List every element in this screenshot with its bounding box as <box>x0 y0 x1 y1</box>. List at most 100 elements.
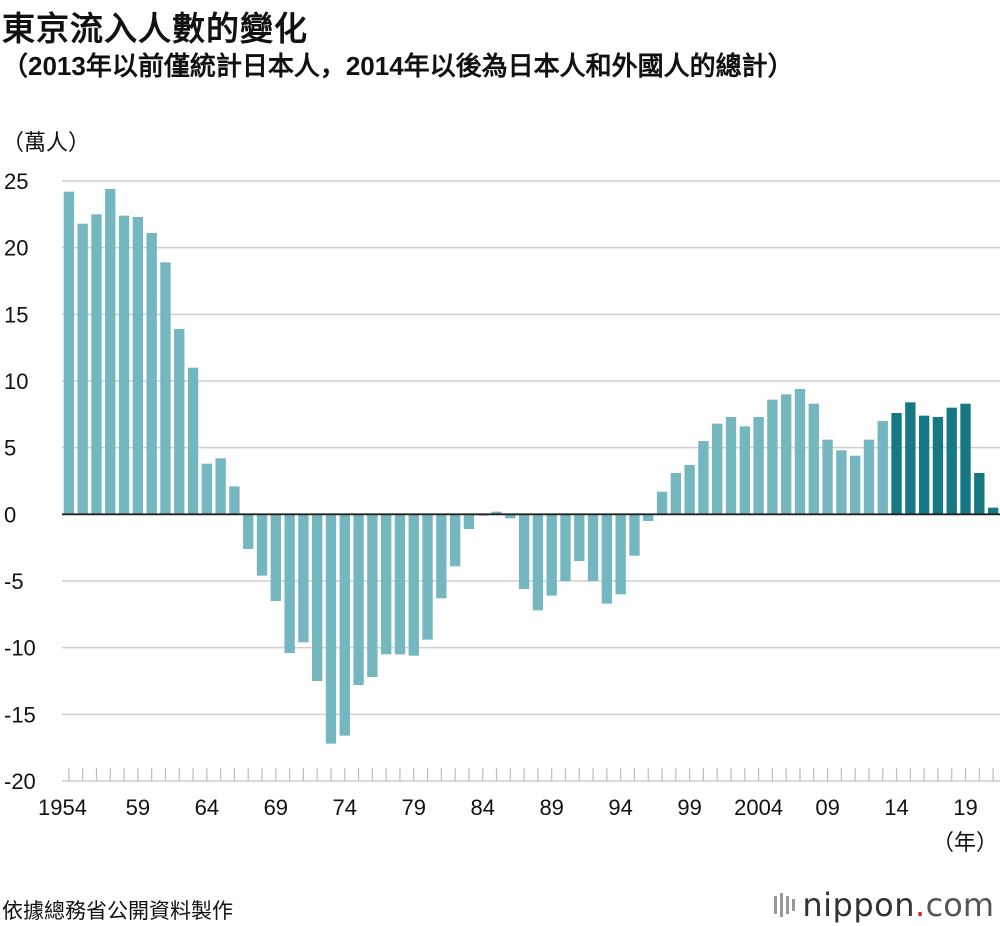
chart-title: 東京流入人數的變化 <box>2 10 308 47</box>
bar-1973 <box>325 514 337 744</box>
x-tick-label: 2004 <box>734 795 783 820</box>
brand-name: nippon <box>802 886 915 924</box>
bar-1979 <box>408 514 419 656</box>
x-tick-label: 59 <box>126 795 150 820</box>
bar-2007 <box>794 389 806 515</box>
source-note: 依據總務省公開資料製作 <box>2 900 233 923</box>
bar-1964 <box>201 463 213 515</box>
bar-2008 <box>808 403 819 515</box>
bar-1989 <box>546 514 557 596</box>
y-tick-label: -5 <box>4 569 24 594</box>
bar-1965 <box>215 458 226 515</box>
bar-1978 <box>394 514 406 655</box>
x-tick-label: 14 <box>884 795 908 820</box>
x-tick-label: 99 <box>677 795 701 820</box>
bar-2020 <box>974 473 985 515</box>
bar-1956 <box>91 214 102 515</box>
y-tick-label: -15 <box>4 702 36 727</box>
bar-1957 <box>105 189 116 515</box>
brand-logo: nippon. com <box>772 886 994 924</box>
bar-1976 <box>367 514 378 677</box>
y-axis-ticks: 25 20 15 10 5 0 -5 -10 -15 -20 <box>4 169 36 794</box>
bar-2002 <box>725 417 737 515</box>
bar-2000 <box>698 441 709 515</box>
bar-2012 <box>863 439 875 515</box>
y-tick-label: -20 <box>4 769 36 794</box>
bar-1999 <box>684 465 695 515</box>
y-tick-label: 5 <box>4 436 16 461</box>
x-tick-label: 74 <box>333 795 357 820</box>
chart-subtitle: （2013年以前僅統計日本人，2014年以後為日本人和外國人的總計） <box>2 51 794 81</box>
y-tick-label: 15 <box>4 302 28 327</box>
y-tick-label: 10 <box>4 369 28 394</box>
bar-1985 <box>491 511 502 515</box>
bar-2014 <box>891 413 902 515</box>
x-tick-label: 69 <box>264 795 288 820</box>
bar-1982 <box>449 514 461 567</box>
brand-dot: . <box>914 886 926 924</box>
bar-2010 <box>836 450 847 515</box>
bar-1975 <box>353 514 364 685</box>
x-tick-label: 64 <box>195 795 219 820</box>
bar-2011 <box>849 455 861 515</box>
bar-2021 <box>987 507 999 515</box>
bar-1971 <box>298 514 309 643</box>
y-tick-label: 20 <box>4 236 28 261</box>
bar-1996 <box>643 514 654 521</box>
x-tick-label: 84 <box>470 795 494 820</box>
bar-1955 <box>77 223 88 515</box>
bar-2004 <box>753 417 764 515</box>
bar-1963 <box>187 367 199 515</box>
bar-2005 <box>767 399 778 515</box>
bar-2019 <box>960 403 971 515</box>
y-tick-label: 0 <box>4 502 16 527</box>
bar-1974 <box>339 514 350 736</box>
bar-2009 <box>822 439 833 515</box>
x-tick-label: 89 <box>539 795 563 820</box>
bar-1983 <box>463 514 475 529</box>
nippon-mark-icon <box>774 893 796 917</box>
bar-1960 <box>146 233 157 515</box>
y-tick-label: -10 <box>4 636 36 661</box>
bar-1986 <box>505 514 516 519</box>
bar-1966 <box>229 486 240 515</box>
bar-1987 <box>518 514 530 589</box>
x-tick-label: 79 <box>402 795 426 820</box>
bar-1991 <box>574 514 585 561</box>
bar-1961 <box>160 262 171 515</box>
bar-1969 <box>270 514 281 601</box>
bars <box>63 189 999 744</box>
bar-1995 <box>629 514 640 556</box>
bar-1997 <box>656 491 668 515</box>
bar-1968 <box>256 514 268 576</box>
x-axis-unit-label: （年） <box>932 830 998 855</box>
bar-2006 <box>781 394 792 515</box>
bar-1962 <box>174 329 185 515</box>
bar-1993 <box>601 514 613 604</box>
x-tick-label: 94 <box>608 795 632 820</box>
bar-1954 <box>63 191 75 515</box>
x-tick-label: 1954 <box>38 795 87 820</box>
bar-1959 <box>132 217 144 515</box>
y-tick-label: 25 <box>4 169 28 194</box>
bar-2001 <box>712 423 723 515</box>
bar-1998 <box>670 473 682 515</box>
bar-2013 <box>877 421 888 515</box>
bar-1977 <box>380 514 392 655</box>
bar-1972 <box>312 514 323 681</box>
bar-1958 <box>118 215 130 515</box>
x-tick-label: 09 <box>815 795 839 820</box>
bar-2015 <box>905 402 916 515</box>
bar-2003 <box>739 426 750 515</box>
bar-1988 <box>532 514 544 611</box>
bar-1990 <box>560 514 571 581</box>
x-axis: 1954 59 64 69 74 79 84 89 94 99 2004 09 14 19 <box>38 768 994 820</box>
bar-1992 <box>587 514 599 581</box>
bar-1994 <box>615 514 626 595</box>
bar-1981 <box>436 514 447 599</box>
bar-2017 <box>932 417 944 515</box>
grid-lines <box>62 180 1000 782</box>
bar-chart: 25 20 15 10 5 0 -5 -10 -15 -20 1954 59 64 69 74 79 84 89… <box>4 169 1000 855</box>
brand-tld: com <box>925 886 994 924</box>
bar-1967 <box>243 514 254 549</box>
